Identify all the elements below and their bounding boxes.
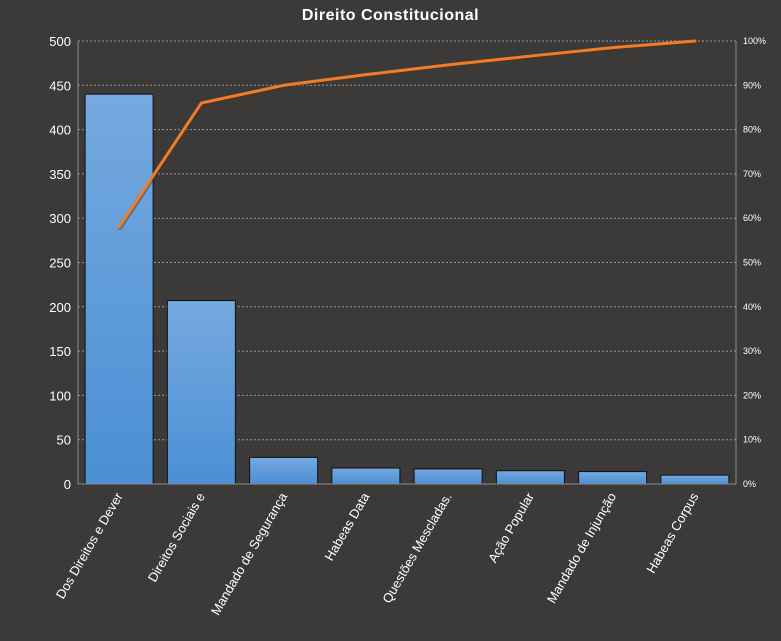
y-tick-label: 400 — [49, 123, 71, 138]
y2-tick-label: 90% — [743, 80, 761, 90]
x-tick-label: Habeas Corpus — [643, 490, 701, 576]
y2-tick-label: 10% — [743, 435, 761, 445]
bar — [413, 468, 483, 485]
y2-tick-label: 80% — [743, 125, 761, 135]
x-tick-label: Mandado de Injunção — [544, 490, 620, 606]
y2-tick-label: 70% — [743, 169, 761, 179]
x-tick-label: Mandado de Segurança — [208, 489, 291, 617]
y-axis-left: 0 50 100 150 200 250 300 350 400 450 500 — [49, 34, 736, 492]
y-axis-right: 0% 10% 20% 30% 40% 50% 60% 70% 80% 90% 100% — [735, 36, 766, 489]
bar — [249, 456, 319, 485]
x-tick-label: Direitos Sociais e — [145, 490, 208, 584]
y2-tick-label: 100% — [743, 36, 766, 46]
bar — [166, 300, 236, 485]
y2-tick-label: 30% — [743, 346, 761, 356]
y-tick-label: 200 — [49, 300, 71, 315]
y2-tick-label: 60% — [743, 213, 761, 223]
y-tick-label: 150 — [49, 344, 71, 359]
bar — [495, 470, 565, 485]
y-tick-label: 100 — [49, 388, 71, 403]
x-tick-label: Ação Popular — [485, 489, 537, 565]
x-tick-label: Habeas Data — [322, 489, 373, 563]
bars — [84, 93, 730, 485]
bar — [84, 93, 154, 485]
y-tick-label: 500 — [49, 34, 71, 49]
y2-tick-label: 0% — [743, 479, 756, 489]
cumulative-line — [117, 39, 698, 231]
y2-tick-label: 40% — [743, 302, 761, 312]
x-tick-label: Questões Mescladas. — [379, 490, 454, 606]
bar — [331, 467, 401, 485]
y-tick-label: 350 — [49, 167, 71, 182]
x-tick-label: Dos Direitos e Dever — [53, 489, 126, 601]
y2-tick-label: 20% — [743, 390, 761, 400]
y-tick-label: 250 — [49, 256, 71, 271]
chart-title: Direito Constitucional — [301, 7, 480, 24]
y2-tick-label: 50% — [743, 258, 761, 268]
y-tick-label: 50 — [57, 433, 71, 448]
y-tick-label: 450 — [49, 78, 71, 93]
cumulative-line-path — [117, 39, 697, 229]
y-tick-label: 0 — [64, 477, 71, 492]
bar — [578, 471, 648, 485]
y-tick-label: 300 — [49, 211, 71, 226]
grid-lines — [78, 40, 736, 441]
bar — [660, 474, 730, 485]
x-axis: Dos Direitos e Dever Direitos Sociais e Ma… — [53, 489, 702, 617]
